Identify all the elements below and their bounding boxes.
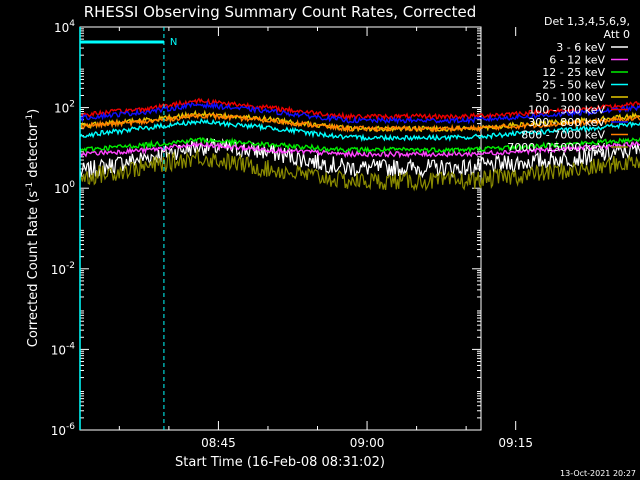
chart-title: RHESSI Observing Summary Count Rates, Co… [84, 3, 477, 21]
x-axis-label: Start Time (16-Feb-08 08:31:02) [175, 455, 385, 470]
legend-label-7: 300 - 800 keV [528, 116, 605, 129]
series-line-6 [79, 97, 640, 122]
legend-header-line-1: Det 1,3,4,5,6,9, [544, 15, 630, 28]
series-line-4 [79, 117, 640, 143]
y-axis-label: Corrected Count Rate (s-1 detector-1) [25, 109, 41, 347]
series-line-7 [79, 100, 640, 125]
night-flag-label: N [170, 37, 177, 48]
y-tick-label: 10-4 [51, 341, 76, 357]
series-line-5 [79, 109, 640, 134]
x-tick-label: 08:45 [201, 436, 236, 450]
x-tick-label: 09:00 [350, 436, 385, 450]
ylabel-sup-1: -1 [25, 182, 35, 191]
legend-label-4: 25 - 50 keV [542, 79, 605, 92]
legend-label-8: 800 - 7000 keV [521, 129, 605, 142]
y-tick-label: 100 [54, 180, 75, 196]
y-tick-label: 104 [54, 19, 75, 35]
series-line-8 [79, 112, 640, 134]
series-layer [79, 97, 640, 192]
legend-label-9: 7000 - 15000 keV [507, 141, 605, 154]
legend-label-3: 12 - 25 keV [542, 66, 605, 79]
y-tick-label: 10-2 [51, 261, 75, 277]
ylabel-part-2: detector [26, 122, 41, 182]
ylabel-part-1: Corrected Count Rate (s [26, 191, 41, 348]
ylabel-sup-2: -1 [25, 114, 35, 123]
generation-timestamp: 13-Oct-2021 20:27 [560, 469, 636, 478]
ylabel-part-3: ) [26, 109, 41, 114]
y-tick-label: 102 [54, 100, 75, 116]
night-flags: N [79, 27, 177, 430]
legend-label-1: 3 - 6 keV [556, 41, 605, 54]
legend-label-6: 100 - 300 keV [528, 104, 605, 117]
series-line-3 [79, 137, 640, 154]
legend-header-line-2: Att 0 [604, 28, 630, 41]
series-line-9 [79, 147, 640, 192]
legend-label-5: 50 - 100 keV [535, 91, 605, 104]
y-tick-label: 10-6 [51, 422, 76, 438]
legend-label-2: 6 - 12 keV [549, 54, 605, 67]
x-tick-label: 09:15 [498, 436, 533, 450]
